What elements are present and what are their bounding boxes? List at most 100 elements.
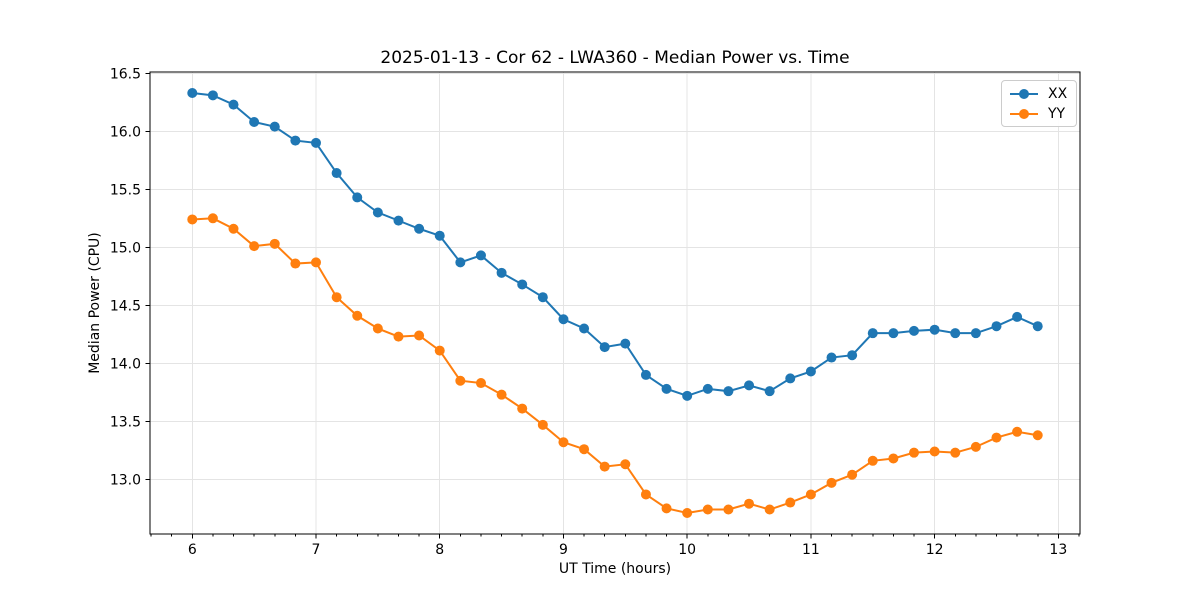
data-point-yy (826, 477, 837, 488)
plot-border (149, 71, 1081, 535)
data-point-xx (909, 325, 919, 336)
data-point-yy (929, 446, 940, 457)
x-tick-label: 7 (312, 542, 321, 558)
data-point-xx (929, 324, 940, 335)
data-point-xx (991, 321, 1002, 332)
data-point-yy (393, 331, 404, 342)
data-point-yy (640, 489, 651, 500)
data-point-yy (517, 403, 528, 414)
data-point-yy (475, 378, 486, 389)
y-tick-label: 15.5 (110, 182, 141, 198)
legend-item-yy: YY (1009, 104, 1067, 123)
data-point-xx (496, 267, 507, 278)
data-point-yy (311, 257, 321, 268)
data-point-xx (599, 342, 610, 353)
data-point-yy (187, 214, 198, 225)
x-tick-label: 10 (678, 542, 696, 558)
chart-title: 2025-01-13 - Cor 62 - LWA360 - Median Po… (380, 48, 850, 68)
data-point-xx (744, 380, 755, 391)
data-point-yy (372, 323, 383, 334)
data-point-xx (867, 328, 878, 339)
data-point-yy (558, 437, 569, 448)
data-point-yy (702, 504, 713, 515)
legend-marker-yy-icon (1010, 108, 1038, 119)
data-point-yy (785, 497, 796, 508)
data-point-yy (290, 258, 301, 269)
data-point-xx (764, 386, 775, 397)
data-point-yy (744, 498, 755, 509)
data-point-yy (207, 213, 218, 224)
data-point-xx (207, 90, 218, 101)
x-tick-label: 12 (926, 542, 944, 558)
data-point-yy (537, 419, 548, 430)
data-point-yy (269, 238, 280, 249)
data-point-yy (847, 469, 858, 480)
data-point-xx (579, 323, 590, 334)
data-point-xx (331, 168, 342, 179)
data-point-yy (805, 489, 816, 500)
x-axis-label: UT Time (hours) (558, 561, 672, 577)
data-point-xx (434, 230, 445, 241)
data-point-xx (311, 137, 321, 148)
data-point-xx (826, 352, 837, 363)
data-point-xx (950, 328, 961, 339)
data-point-yy (228, 223, 239, 234)
data-point-xx (1032, 321, 1043, 332)
data-point-yy (764, 504, 775, 515)
data-point-yy (723, 504, 734, 515)
x-tick-label: 6 (188, 542, 197, 558)
y-tick-label: 16.0 (110, 124, 141, 140)
data-point-xx (372, 207, 383, 218)
data-point-yy (352, 310, 363, 321)
y-tick-label: 14.0 (110, 356, 141, 372)
y-tick-label: 15.0 (110, 240, 141, 256)
data-point-xx (682, 390, 693, 401)
data-point-xx (847, 350, 858, 361)
data-point-xx (290, 135, 301, 146)
data-point-xx (352, 192, 363, 203)
y-tick-label: 13.0 (110, 472, 141, 488)
data-point-xx (620, 338, 631, 349)
data-point-yy (434, 345, 445, 356)
data-point-xx (888, 328, 899, 339)
data-point-yy (599, 461, 610, 472)
data-point-xx (475, 250, 486, 261)
data-point-xx (702, 383, 713, 394)
y-tick-label: 14.5 (110, 298, 141, 314)
series-xx-line (192, 92, 1039, 397)
data-point-xx (785, 373, 796, 384)
data-point-xx (228, 99, 239, 110)
data-point-xx (414, 223, 425, 234)
legend-marker-xx-icon (1010, 88, 1038, 99)
grid (150, 72, 1080, 534)
data-point-yy (991, 432, 1002, 443)
data-point-yy (888, 453, 899, 464)
data-point-yy (455, 375, 466, 386)
data-point-yy (249, 241, 260, 252)
data-point-yy (970, 441, 981, 452)
data-point-xx (269, 121, 280, 132)
data-point-xx (640, 369, 651, 380)
legend-item-xx: XX (1009, 84, 1067, 103)
x-tick-label: 13 (1049, 542, 1067, 558)
series-xx (187, 88, 1043, 401)
data-point-xx (723, 386, 734, 397)
data-point-yy (682, 508, 693, 518)
data-point-yy (909, 447, 919, 458)
x-tick-label: 9 (559, 542, 568, 558)
data-point-yy (661, 503, 672, 514)
data-point-yy (331, 292, 342, 303)
data-point-xx (558, 314, 569, 325)
data-point-yy (414, 330, 425, 341)
series-yy (187, 213, 1043, 518)
data-point-yy (1032, 430, 1043, 441)
legend: XX YY (1001, 80, 1078, 127)
data-point-xx (249, 117, 260, 128)
data-point-yy (496, 389, 507, 400)
data-point-yy (1012, 426, 1023, 437)
data-point-yy (579, 444, 590, 455)
legend-label-xx: XX (1048, 85, 1068, 102)
data-point-xx (393, 215, 404, 226)
